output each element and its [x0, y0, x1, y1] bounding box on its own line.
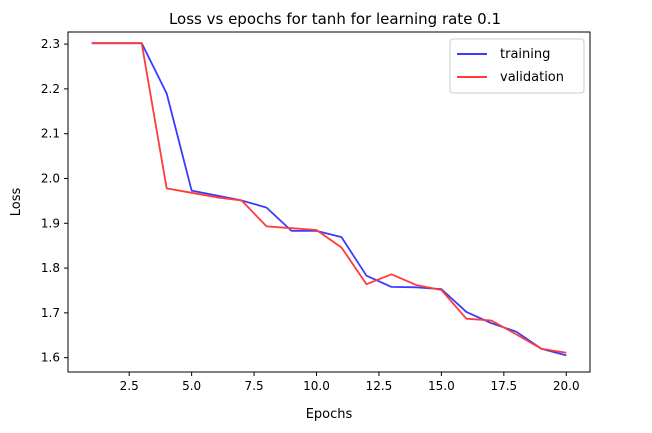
legend-label-training: training [500, 47, 550, 62]
x-tick-label: 2.5 [120, 379, 139, 393]
plot-area-frame [67, 31, 591, 373]
legend-box [449, 38, 585, 94]
y-tick-label: 2.0 [41, 171, 60, 185]
x-axis-ticks: 2.5 5.0 7.5 10.0 12.5 15.0 17.5 20.0 [120, 372, 580, 393]
y-axis-ticks: 1.6 1.7 1.8 1.9 2.0 2.1 2.2 2.3 [41, 37, 68, 365]
x-tick-label: 15.0 [428, 379, 455, 393]
y-tick-label: 1.7 [41, 306, 60, 320]
series-line-training [91, 42, 567, 357]
x-axis-label: Epochs [306, 407, 353, 422]
x-tick-label: 20.0 [553, 379, 580, 393]
y-axis-label: Loss [9, 188, 24, 217]
x-tick-label: 5.0 [182, 379, 201, 393]
x-tick-label: 12.5 [366, 379, 393, 393]
y-tick-label: 1.8 [41, 261, 60, 275]
y-tick-label: 2.2 [41, 82, 60, 96]
legend: training validation [449, 38, 585, 94]
x-tick-label: 7.5 [245, 379, 264, 393]
legend-label-validation: validation [500, 70, 564, 85]
chart-title: Loss vs epochs for tanh for learning rat… [169, 10, 501, 28]
series-line-validation [91, 42, 567, 354]
y-tick-label: 2.1 [41, 127, 60, 141]
y-tick-label: 1.6 [41, 351, 60, 365]
y-tick-label: 1.9 [41, 216, 60, 230]
plot-series [91, 42, 567, 357]
x-tick-label: 17.5 [490, 379, 517, 393]
x-tick-label: 10.0 [303, 379, 330, 393]
y-tick-label: 2.3 [41, 37, 60, 51]
